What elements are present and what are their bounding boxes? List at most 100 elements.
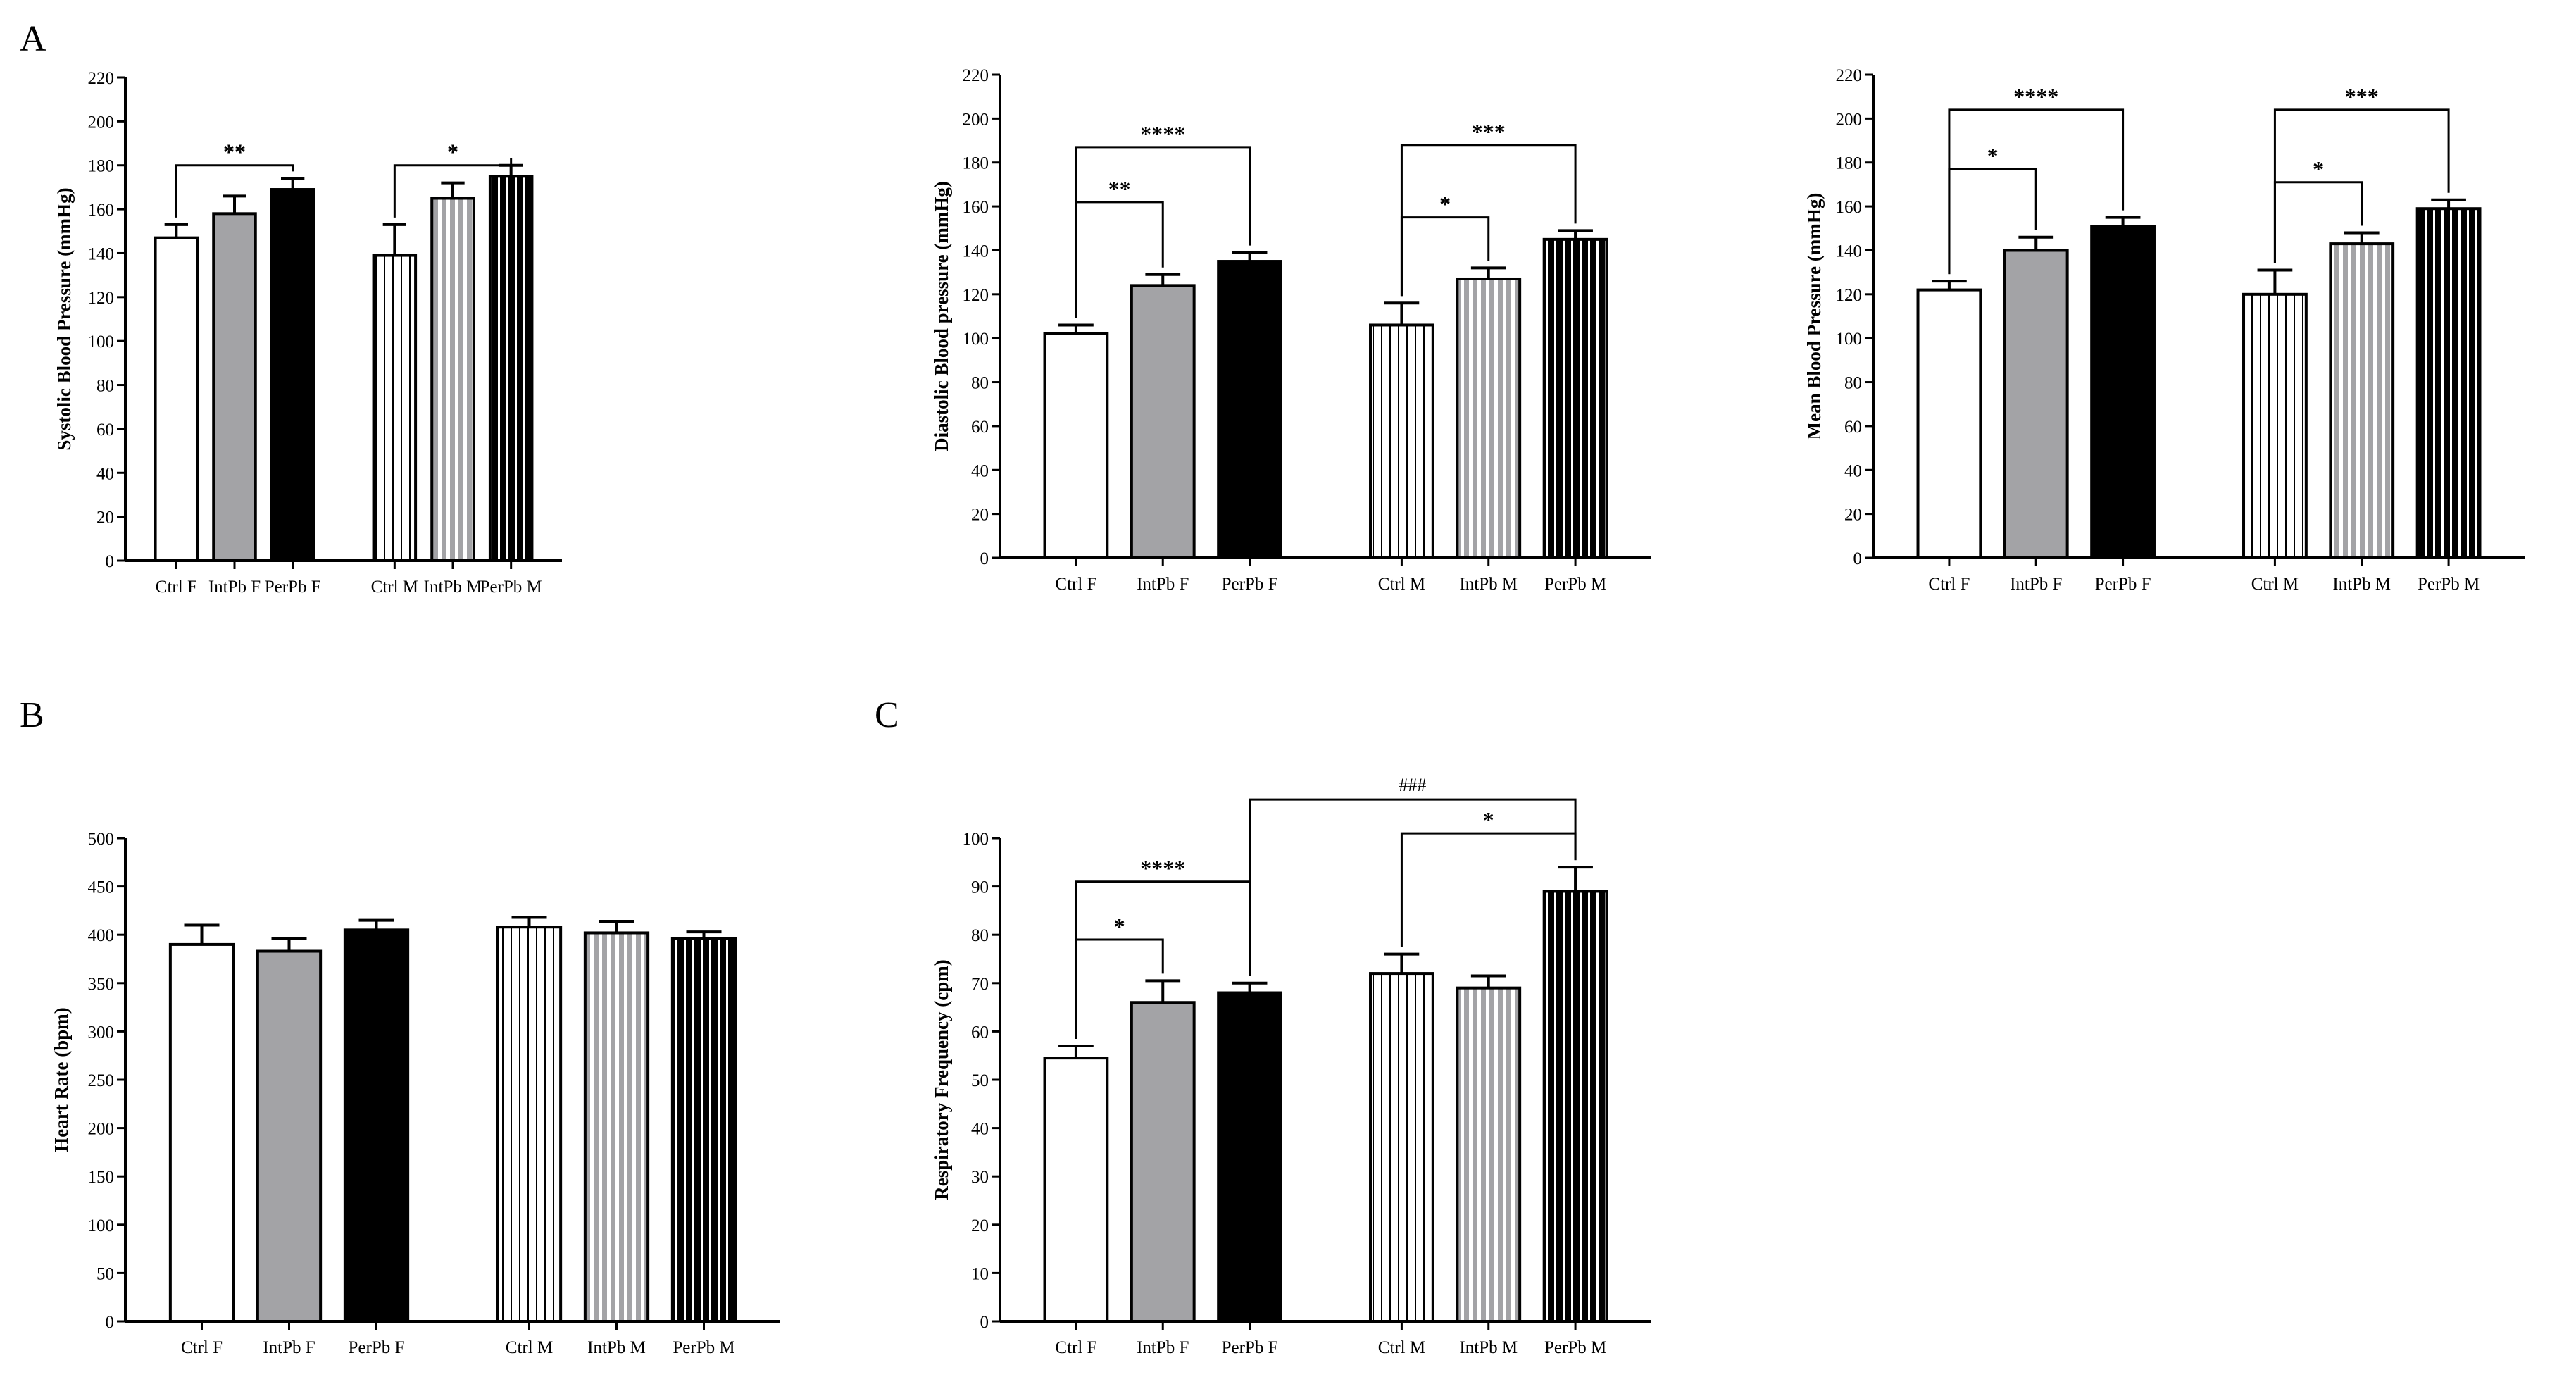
bar [1916, 288, 1982, 559]
bar [168, 942, 235, 1323]
y-axis-label: Heart Rate (bpm) [51, 1007, 72, 1152]
y-tick-label: 100 [88, 1216, 115, 1235]
y-tick-label: 60 [971, 418, 989, 437]
significance-bracket [1075, 146, 1251, 318]
bar [1369, 972, 1434, 1323]
y-axis-label: Mean Blood Pressure (mmHg) [1803, 193, 1825, 440]
bar [1217, 260, 1282, 559]
y-tick-label: 180 [963, 154, 989, 173]
significance-label: ** [223, 139, 246, 165]
bar [430, 197, 475, 562]
y-tick-label: 20 [1844, 506, 1862, 525]
y-tick-label: 20 [96, 509, 114, 528]
significance-label: **** [2013, 84, 2058, 109]
x-tick-label: IntPb F [1137, 575, 1189, 594]
y-tick-label: 200 [88, 113, 115, 132]
bar [488, 175, 534, 562]
bar [496, 926, 563, 1323]
y-tick-label: 40 [971, 461, 989, 480]
panel-label-a: A [20, 19, 46, 59]
y-tick-label: 50 [96, 1264, 114, 1283]
bar [2003, 249, 2069, 559]
chart-heart-rate: 0 50 100 150 200 250 300 350 400 450 500 Heart Rate… [51, 830, 780, 1357]
significance-label: * [1987, 143, 1999, 168]
x-tick-label: Ctrl F [156, 578, 197, 597]
y-tick-label: 80 [971, 926, 989, 945]
x-tick-label: PerPb M [1544, 575, 1606, 594]
y-tick-label: 0 [106, 552, 115, 571]
y-tick-label: 0 [1853, 549, 1863, 568]
y-tick-label: 0 [106, 1313, 115, 1332]
x-tick-label: Ctrl F [181, 1338, 223, 1357]
bar [670, 937, 737, 1323]
x-tick-label: IntPb M [1459, 1338, 1518, 1357]
chart-mean: 0 20 40 60 80 100 120 140 160 180 200 220 Mean Blood… [1803, 66, 2525, 594]
panel-label-c: C [875, 695, 899, 735]
significance-bracket [1948, 108, 2125, 275]
x-tick-label: Ctrl M [371, 578, 418, 597]
x-tick-label: Ctrl F [1055, 1338, 1096, 1357]
significance-bracket [393, 158, 513, 218]
y-tick-label: 60 [971, 1023, 989, 1042]
x-tick-label: PerPb F [349, 1338, 405, 1357]
y-tick-label: 160 [963, 198, 989, 217]
bar [2415, 207, 2482, 559]
x-tick-label: Ctrl F [1055, 575, 1096, 594]
x-tick-label: IntPb M [587, 1338, 646, 1357]
y-tick-label: 30 [971, 1168, 989, 1187]
y-tick-label: 160 [88, 201, 115, 220]
bar [1369, 323, 1434, 559]
x-tick-label: IntPb F [208, 578, 261, 597]
bar [270, 188, 315, 562]
y-tick-label: 200 [1836, 110, 1863, 129]
significance-label: * [2313, 156, 2324, 182]
bar [343, 928, 410, 1323]
significance-label: * [1483, 807, 1494, 833]
panel-label-b: B [20, 695, 44, 735]
bar [1542, 890, 1608, 1323]
y-tick-label: 160 [1836, 198, 1863, 217]
chart-systolic: 0 20 40 60 80 100 120 140 160 180 200 220 Systolic B… [54, 69, 562, 597]
bar [1043, 1057, 1109, 1323]
x-tick-label: IntPb F [1137, 1338, 1189, 1357]
bar [1456, 986, 1522, 1323]
x-tick-label: Ctrl M [506, 1338, 553, 1357]
y-tick-label: 100 [88, 332, 115, 351]
x-tick-label: IntPb M [424, 578, 482, 597]
bar [583, 931, 650, 1323]
x-tick-label: PerPb M [2418, 575, 2480, 594]
x-tick-label: Ctrl M [1378, 1338, 1425, 1357]
y-tick-label: 140 [1836, 242, 1863, 261]
y-tick-label: 40 [1844, 461, 1862, 480]
y-tick-label: 60 [1844, 418, 1862, 437]
bar [2242, 292, 2308, 559]
significance-label: **** [1140, 121, 1185, 147]
y-axis-label: Diastolic Blood pressure (mmHg) [931, 181, 952, 451]
x-tick-label: PerPb M [673, 1338, 734, 1357]
y-axis-label: Systolic Blood Pressure (mmHg) [54, 187, 75, 450]
x-tick-label: PerPb F [1222, 575, 1278, 594]
y-tick-label: 80 [1844, 374, 1862, 393]
bar [1130, 1001, 1196, 1323]
x-tick-label: PerPb F [2095, 575, 2151, 594]
y-tick-label: 150 [88, 1168, 115, 1187]
x-tick-label: Ctrl M [2251, 575, 2299, 594]
bar [372, 254, 418, 562]
y-tick-label: 120 [88, 289, 115, 308]
chart-diastolic: 0 20 40 60 80 100 120 140 160 180 200 220 Diastolic … [931, 66, 1651, 594]
significance-bracket [2273, 108, 2450, 263]
significance-label: * [447, 139, 458, 165]
x-tick-label: PerPb F [265, 578, 321, 597]
y-tick-label: 140 [963, 242, 989, 261]
significance-bracket [1400, 144, 1577, 297]
x-tick-label: PerPb M [480, 578, 542, 597]
y-tick-label: 180 [1836, 154, 1863, 173]
y-tick-label: 100 [963, 330, 989, 349]
significance-label: **** [1140, 856, 1185, 881]
y-tick-label: 120 [1836, 286, 1863, 305]
x-tick-label: IntPb M [1459, 575, 1518, 594]
significance-label: * [1114, 914, 1125, 939]
y-tick-label: 60 [96, 420, 114, 440]
significance-label: *** [2345, 84, 2379, 109]
